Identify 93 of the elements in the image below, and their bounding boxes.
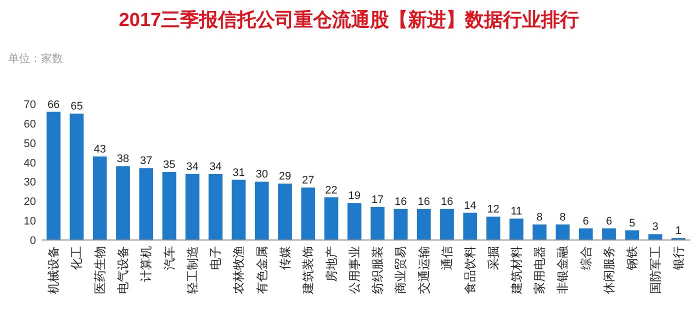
x-tick-label: 采掘 xyxy=(486,246,500,270)
data-label: 31 xyxy=(232,166,245,179)
data-label: 34 xyxy=(209,160,222,173)
x-tick-label: 商业贸易 xyxy=(394,246,408,294)
bar xyxy=(648,234,662,240)
y-tick-label: 30 xyxy=(24,176,36,189)
data-label: 1 xyxy=(675,225,682,238)
bar xyxy=(208,174,223,240)
data-label: 66 xyxy=(47,98,60,111)
bar xyxy=(347,203,362,240)
x-tick-label: 电气设备 xyxy=(116,246,130,294)
x-tick-label: 钢铁 xyxy=(625,246,640,271)
y-tick-label: 50 xyxy=(24,138,36,150)
bar xyxy=(232,180,246,240)
bar xyxy=(602,228,616,240)
data-label: 11 xyxy=(510,206,522,218)
data-label: 17 xyxy=(371,194,384,206)
data-label: 30 xyxy=(256,168,268,181)
bar xyxy=(486,216,500,240)
x-tick-label: 汽车 xyxy=(162,246,176,270)
bar xyxy=(394,208,408,240)
bar xyxy=(440,208,454,240)
bar xyxy=(463,212,478,240)
data-label: 38 xyxy=(116,153,130,166)
bar xyxy=(162,172,176,240)
x-tick-label: 房地产 xyxy=(324,246,338,282)
y-tick-label: 0 xyxy=(30,235,36,247)
bar xyxy=(92,156,107,240)
bar xyxy=(625,230,640,240)
x-tick-label: 家用电器 xyxy=(532,246,547,294)
data-label: 29 xyxy=(278,170,292,183)
x-tick-label: 通信 xyxy=(440,246,454,270)
x-tick-label: 国防军工 xyxy=(648,246,662,294)
chart-title: 2017三季报信托公司重仓流通股【新进】数据行业排行 xyxy=(118,9,580,31)
x-tick-label: 交通运输 xyxy=(416,246,431,294)
bar xyxy=(70,114,84,240)
data-label: 6 xyxy=(606,215,612,228)
x-tick-label: 建筑材料 xyxy=(509,246,524,295)
x-tick-label: 食品饮料 xyxy=(463,246,478,294)
bar xyxy=(254,182,269,240)
data-label: 37 xyxy=(140,155,152,168)
bar xyxy=(185,174,200,240)
y-tick-label: 60 xyxy=(24,118,36,130)
data-label: 27 xyxy=(302,174,314,187)
data-label: 43 xyxy=(94,143,106,156)
bar xyxy=(278,184,292,240)
x-tick-label: 化工 xyxy=(70,246,84,270)
data-label: 3 xyxy=(652,221,658,234)
x-tick-label: 非银金融 xyxy=(556,246,570,294)
x-tick-label: 综合 xyxy=(578,246,593,270)
data-label: 8 xyxy=(560,211,566,224)
x-tick-label: 轻工制造 xyxy=(185,246,200,294)
bar xyxy=(370,206,385,240)
x-tick-label: 建筑装饰 xyxy=(301,246,316,295)
data-label: 6 xyxy=(582,215,589,228)
bar xyxy=(324,197,338,240)
x-tick-label: 机械设备 xyxy=(46,246,61,294)
y-tick-label: 10 xyxy=(24,216,36,228)
x-tick-label: 农林牧渔 xyxy=(232,246,246,294)
data-label: 19 xyxy=(348,190,361,202)
data-label: 5 xyxy=(629,217,636,230)
x-tick-label: 有色金属 xyxy=(254,246,269,294)
bar xyxy=(556,224,570,240)
bar xyxy=(532,224,547,240)
bar xyxy=(139,168,154,240)
data-label: 35 xyxy=(163,159,176,171)
data-label: 12 xyxy=(487,204,500,216)
x-tick-label: 传媒 xyxy=(278,246,292,270)
bar xyxy=(578,228,593,240)
data-label: 16 xyxy=(394,196,407,208)
data-label: 65 xyxy=(70,100,83,113)
data-label: 8 xyxy=(536,211,543,224)
y-tick-label: 40 xyxy=(24,157,36,170)
x-tick-label: 电子 xyxy=(208,246,223,270)
data-label: 16 xyxy=(418,196,430,208)
x-tick-label: 休闲服务 xyxy=(602,246,616,294)
bar xyxy=(416,208,431,240)
bar xyxy=(509,218,524,240)
chart-subtitle: 单位：家数 xyxy=(8,52,63,65)
data-label: 14 xyxy=(464,200,476,212)
bar xyxy=(46,112,61,240)
bar xyxy=(301,188,316,240)
x-tick-label: 纺织服装 xyxy=(370,246,385,294)
data-label: 22 xyxy=(325,184,338,196)
data-label: 16 xyxy=(440,196,454,208)
x-tick-label: 计算机 xyxy=(139,246,154,282)
bar xyxy=(116,166,130,240)
y-tick-label: 70 xyxy=(24,99,36,111)
data-label: 34 xyxy=(186,160,199,173)
x-tick-label: 银行 xyxy=(671,246,686,271)
x-tick-label: 医药生物 xyxy=(92,246,107,294)
x-tick-label: 公用事业 xyxy=(347,246,362,294)
y-tick-label: 20 xyxy=(24,196,36,208)
